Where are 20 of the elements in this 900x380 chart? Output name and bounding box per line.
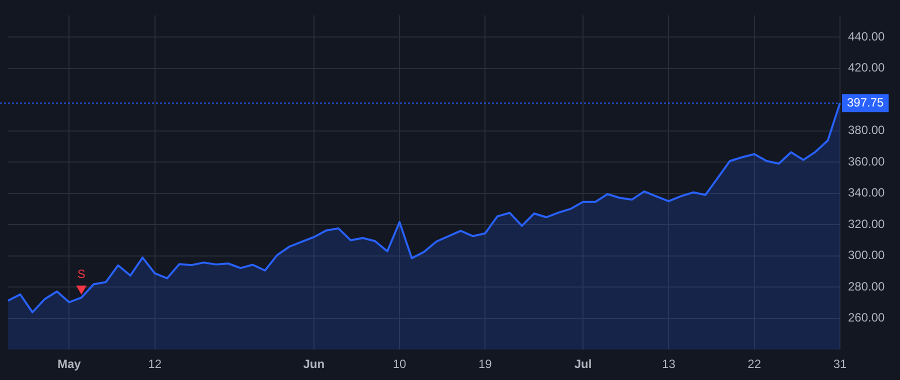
y-tick-label: 360.00 <box>848 154 886 168</box>
x-tick-label: 19 <box>478 357 492 372</box>
y-tick-label: 380.00 <box>848 123 886 138</box>
x-tick-label: 13 <box>662 357 676 372</box>
y-tick-label: 300.00 <box>848 248 886 262</box>
x-tick-label: Jul <box>574 357 592 372</box>
x-tick-label: May <box>58 357 82 372</box>
x-tick-label: 31 <box>833 357 847 372</box>
y-tick-label: 280.00 <box>848 279 886 294</box>
ref-line-label: 397.75 <box>847 95 884 110</box>
x-tick-label: Jun <box>303 357 325 372</box>
y-tick-label: 440.00 <box>848 29 886 44</box>
y-tick-label: 420.00 <box>848 60 886 75</box>
y-tick-label: 260.00 <box>848 310 886 325</box>
series-label: S <box>77 266 86 281</box>
y-tick-label: 340.00 <box>848 186 886 200</box>
x-tick-label: 12 <box>148 357 162 372</box>
x-tick-label: 10 <box>392 357 407 372</box>
x-tick-label: 22 <box>748 357 762 372</box>
y-tick-label: 320.00 <box>848 216 886 231</box>
